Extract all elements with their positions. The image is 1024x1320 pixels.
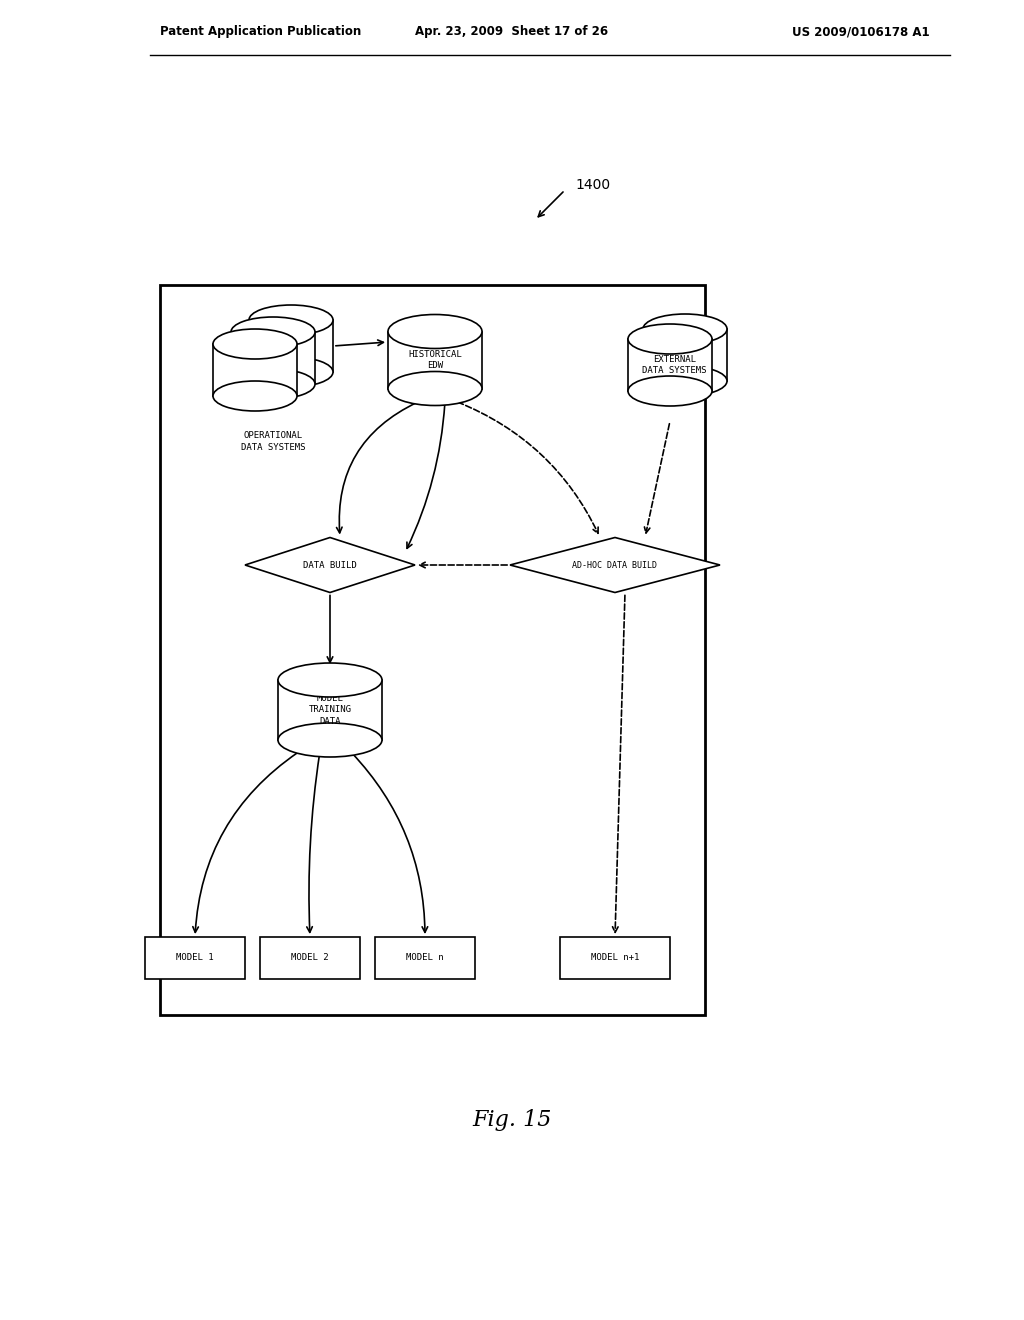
Text: MODEL n+1: MODEL n+1 (591, 953, 639, 962)
Text: DATA BUILD: DATA BUILD (303, 561, 357, 569)
Text: HISTORICAL
EDW: HISTORICAL EDW (409, 350, 462, 371)
Text: Fig. 15: Fig. 15 (472, 1109, 552, 1131)
Bar (375, 937, 475, 979)
Bar (260, 937, 360, 979)
Text: US 2009/0106178 A1: US 2009/0106178 A1 (793, 25, 930, 38)
Text: EXTERNAL
DATA SYSTEMS: EXTERNAL DATA SYSTEMS (642, 355, 707, 375)
Ellipse shape (231, 370, 315, 399)
Ellipse shape (231, 317, 315, 347)
Polygon shape (510, 537, 720, 593)
Polygon shape (245, 537, 415, 593)
Text: MODEL n: MODEL n (407, 953, 443, 962)
Ellipse shape (388, 314, 482, 348)
Ellipse shape (213, 329, 297, 359)
Ellipse shape (643, 366, 727, 396)
Ellipse shape (278, 663, 382, 697)
Bar (160, 285, 705, 1015)
Bar (231, 333, 315, 384)
Ellipse shape (249, 356, 333, 387)
Text: AD-HOC DATA BUILD: AD-HOC DATA BUILD (572, 561, 657, 569)
Ellipse shape (628, 323, 712, 354)
Bar (249, 319, 333, 372)
Text: Patent Application Publication: Patent Application Publication (160, 25, 361, 38)
Text: MODEL 2: MODEL 2 (291, 953, 329, 962)
Bar (145, 937, 245, 979)
Ellipse shape (628, 376, 712, 407)
Text: 1400: 1400 (575, 178, 610, 191)
Ellipse shape (643, 314, 727, 345)
Ellipse shape (278, 723, 382, 756)
Bar (560, 937, 670, 979)
Ellipse shape (249, 305, 333, 335)
Text: Apr. 23, 2009  Sheet 17 of 26: Apr. 23, 2009 Sheet 17 of 26 (416, 25, 608, 38)
Bar (628, 339, 712, 391)
Bar (213, 345, 297, 396)
Bar (278, 680, 382, 741)
Bar (643, 329, 727, 381)
Ellipse shape (213, 381, 297, 411)
Text: MODEL
TRAINING
DATA: MODEL TRAINING DATA (308, 694, 351, 726)
Text: MODEL 1: MODEL 1 (176, 953, 214, 962)
Ellipse shape (388, 371, 482, 405)
Bar (388, 331, 482, 388)
Text: OPERATIONAL
DATA SYSTEMS: OPERATIONAL DATA SYSTEMS (241, 432, 305, 451)
